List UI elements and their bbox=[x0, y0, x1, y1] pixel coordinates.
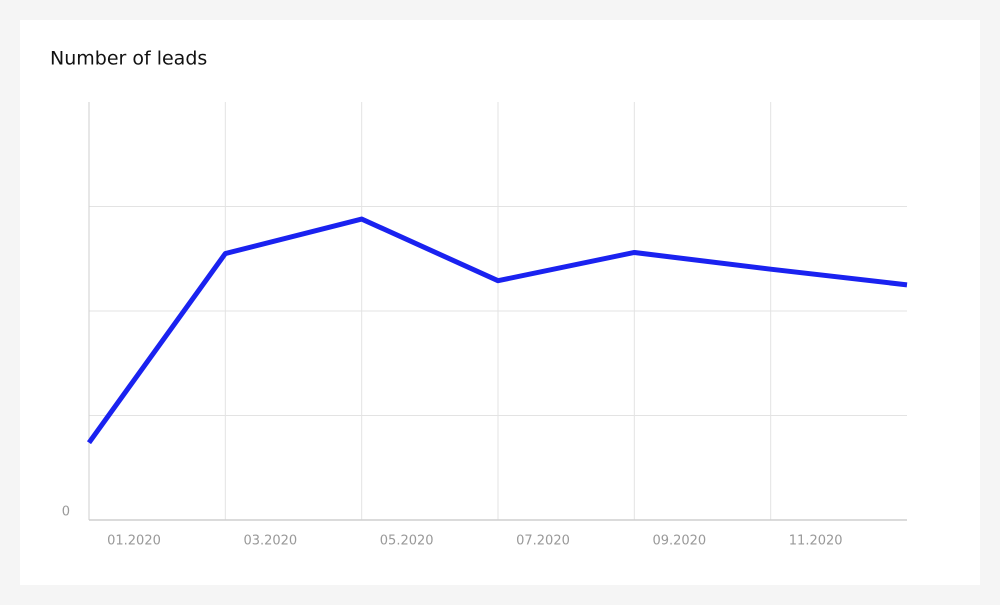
x-tick-label: 03.2020 bbox=[243, 534, 297, 549]
x-tick-label: 09.2020 bbox=[652, 534, 706, 549]
card bbox=[20, 20, 980, 585]
x-tick-label: 01.2020 bbox=[107, 534, 161, 549]
chart-title: Number of leads bbox=[50, 48, 207, 70]
x-tick-label: 11.2020 bbox=[789, 534, 843, 549]
x-tick-label: 05.2020 bbox=[380, 534, 434, 549]
y-tick-label: 0 bbox=[62, 505, 70, 520]
x-tick-label: 07.2020 bbox=[516, 534, 570, 549]
line bbox=[86, 216, 908, 445]
